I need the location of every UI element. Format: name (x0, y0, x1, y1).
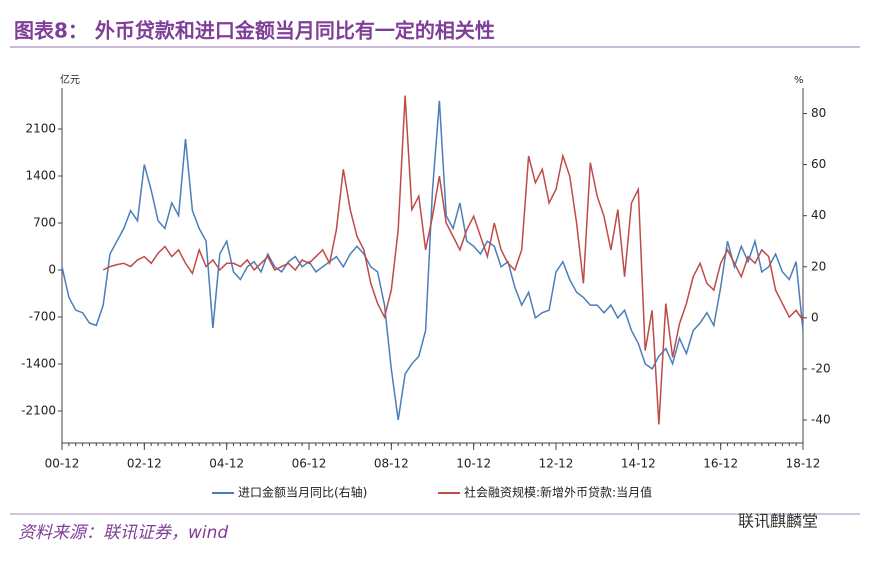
watermark: 联讯麒麟堂 (738, 512, 818, 531)
x-tick-label: 00-12 (45, 457, 80, 471)
x-tick-label: 06-12 (292, 457, 327, 471)
y2-tick-label: 60 (811, 157, 826, 171)
y-tick-label: 2100 (25, 122, 56, 136)
x-tick-label: 18-12 (786, 457, 821, 471)
y2-unit: % (794, 75, 804, 86)
x-tick-label: 02-12 (127, 457, 162, 471)
x-tick-label: 12-12 (539, 457, 574, 471)
y2-tick-label: 20 (811, 259, 826, 273)
y-tick-label: 0 (48, 262, 56, 276)
y2-tick-label: 80 (811, 106, 826, 120)
chart-title: 图表8： 外币贷款和进口金额当月同比有一定的相关性 (14, 19, 495, 43)
x-tick-label: 14-12 (621, 457, 656, 471)
y2-tick-label: -20 (811, 361, 831, 375)
y-unit: 亿元 (60, 73, 80, 86)
y-tick-label: -2100 (21, 403, 56, 417)
y-tick-label: 1400 (25, 169, 56, 183)
x-tick-label: 08-12 (374, 457, 409, 471)
y-tick-label: -700 (29, 309, 56, 323)
legend-label: 社会融资规模:新增外币贷款:当月值 (464, 485, 652, 500)
legend-label: 进口金额当月同比(右轴) (238, 485, 367, 500)
y-tick-label: 700 (33, 216, 56, 230)
x-tick-label: 16-12 (703, 457, 738, 471)
series-line (61, 100, 804, 421)
x-tick-label: 04-12 (209, 457, 244, 471)
y2-tick-label: 0 (811, 310, 819, 324)
source: 资料来源：联讯证券，wind (18, 523, 228, 543)
series-line (102, 95, 804, 425)
y-tick-label: -1400 (21, 356, 56, 370)
y2-tick-label: 40 (811, 208, 826, 222)
x-tick-label: 10-12 (456, 457, 491, 471)
y2-tick-label: -40 (811, 413, 831, 427)
